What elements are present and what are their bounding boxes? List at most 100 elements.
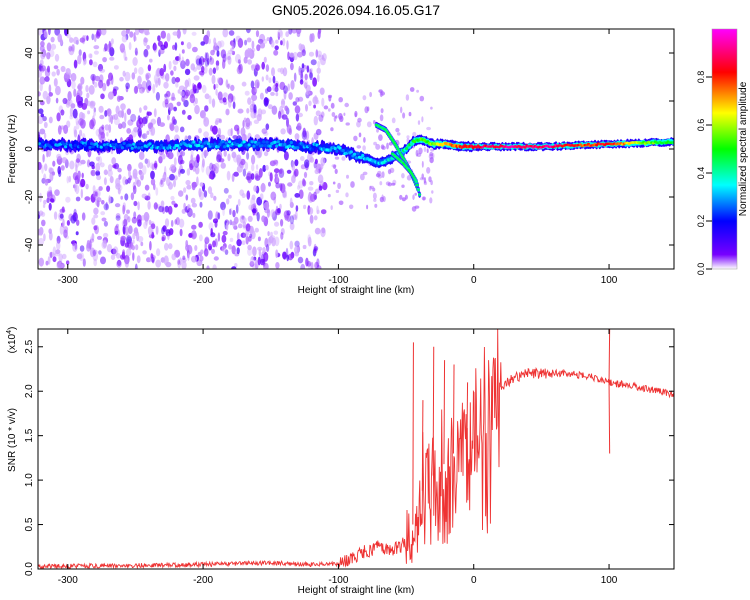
spectrogram-noise-dot bbox=[263, 39, 268, 44]
spectrogram-noise-dot bbox=[286, 210, 291, 216]
spectrogram-noise-dot bbox=[199, 201, 203, 208]
spectrogram-noise-dot bbox=[61, 157, 68, 164]
spectrogram-ridge-cell bbox=[197, 143, 201, 147]
spectrogram-noise-dot bbox=[166, 32, 171, 42]
spectrogram-noise-dot bbox=[290, 62, 294, 71]
spectrogram-track-cell bbox=[395, 146, 399, 149]
spectrogram-noise-dot bbox=[327, 193, 331, 198]
spectrogram-noise-dot bbox=[143, 48, 149, 58]
spectrogram-noise-dot bbox=[251, 154, 256, 165]
spectrogram-noise-dot bbox=[137, 201, 140, 211]
spectrogram-noise-dot bbox=[186, 168, 191, 176]
spectrogram-noise-dot bbox=[89, 101, 96, 109]
spectrogram-noise-dot bbox=[211, 98, 216, 108]
spectrogram-noise-dot bbox=[87, 110, 91, 115]
spectrogram-noise-dot bbox=[118, 174, 122, 180]
spectrogram-noise-dot bbox=[155, 187, 159, 196]
spectrogram-noise-dot bbox=[93, 81, 98, 88]
spectrogram-noise-dot bbox=[103, 220, 108, 227]
spectrogram-noise-dot bbox=[209, 55, 212, 62]
spectrogram-ridge-cell bbox=[216, 145, 220, 149]
spectrogram-noise-dot bbox=[141, 193, 147, 199]
spectrogram-ridge-cell bbox=[523, 146, 527, 149]
spectrogram-noise-dot bbox=[133, 227, 139, 234]
spectrogram-noise-dot bbox=[79, 245, 85, 252]
spectrogram-noise-dot bbox=[234, 124, 240, 132]
spectrogram-noise-dot bbox=[319, 180, 324, 186]
spectrogram-noise-dot bbox=[300, 70, 304, 79]
spectrogram-noise-dot bbox=[257, 236, 261, 242]
spectrogram-noise-dot bbox=[68, 175, 72, 183]
spectrogram-noise-dot bbox=[80, 178, 86, 188]
spectrogram-noise-dot bbox=[87, 100, 91, 107]
spectrogram-noise-dot bbox=[89, 161, 95, 167]
spectrogram-noise-dot bbox=[178, 218, 185, 228]
spectrogram-noise-dot bbox=[286, 254, 290, 262]
spectrogram-noise-dot bbox=[207, 186, 213, 195]
spectrogram-noise-dot bbox=[221, 246, 226, 253]
spectrogram-noise-dot bbox=[126, 235, 132, 245]
spectrogram-noise-dot bbox=[243, 56, 248, 64]
spectrogram-noise-dot bbox=[211, 74, 216, 85]
spectrogram-track-cell bbox=[415, 183, 419, 187]
spectrogram-noise-dot bbox=[178, 53, 181, 63]
spectrogram-noise-dot bbox=[125, 33, 129, 41]
spectrogram-noise-dot bbox=[375, 143, 381, 150]
spectrogram-ridge-cell bbox=[99, 145, 103, 149]
spectrogram-noise-dot bbox=[102, 239, 107, 248]
spectrogram-noise-dot bbox=[267, 231, 270, 237]
spectrogram-noise-dot bbox=[217, 127, 222, 137]
spectrogram-noise-dot bbox=[170, 195, 175, 201]
spectrogram-noise-dot bbox=[374, 203, 378, 208]
spectrogram-ridge-cell bbox=[247, 143, 251, 147]
spectrogram-noise-dot bbox=[52, 256, 57, 263]
spectrogram-noise-dot bbox=[102, 232, 109, 238]
spectrogram-noise-dot bbox=[41, 219, 46, 227]
spectrogram-ridge-cell bbox=[198, 140, 202, 144]
spectrogram-noise-dot bbox=[137, 75, 142, 85]
spectrogram-noise-dot bbox=[174, 175, 178, 181]
spectrogram-noise-dot bbox=[275, 249, 279, 258]
spectrogram-noise-dot bbox=[204, 93, 210, 100]
spectrogram-noise-dot bbox=[108, 115, 112, 123]
spectrogram-noise-dot bbox=[400, 106, 403, 114]
spectrogram-noise-dot bbox=[95, 31, 101, 39]
spectrogram-noise-dot bbox=[309, 181, 314, 186]
spectrogram-noise-dot bbox=[274, 45, 279, 51]
spectrogram-noise-dot bbox=[79, 129, 83, 137]
spectrogram-noise-dot bbox=[131, 216, 138, 224]
spectrogram-noise-dot bbox=[253, 119, 260, 125]
spectrogram-noise-dot bbox=[167, 232, 170, 241]
spectrogram-noise-dot bbox=[55, 97, 59, 104]
spectrogram-noise-dot bbox=[124, 242, 129, 248]
spectrogram-noise-dot bbox=[264, 237, 269, 248]
spectrogram-noise-dot bbox=[208, 67, 213, 76]
spectrogram-noise-dot bbox=[137, 127, 142, 137]
spectrogram-noise-dot bbox=[253, 256, 257, 261]
spectrogram-noise-dot bbox=[171, 116, 176, 125]
spectrogram-noise-dot bbox=[297, 180, 304, 189]
spectrogram-noise-dot bbox=[50, 198, 55, 203]
spectrogram-noise-dot bbox=[111, 157, 117, 165]
spectrogram-noise-dot bbox=[280, 40, 283, 46]
spectrogram-noise-dot bbox=[291, 175, 296, 184]
spectrogram-ridge-cell bbox=[177, 146, 181, 150]
spectrogram-noise-dot bbox=[341, 156, 346, 161]
spectrogram-noise-dot bbox=[279, 169, 283, 175]
spectrogram-noise-dot bbox=[47, 65, 50, 73]
spectrogram-noise-dot bbox=[59, 213, 64, 219]
spectrogram-ridge-cell bbox=[73, 143, 77, 147]
spectrogram-noise-dot bbox=[235, 53, 241, 64]
spectrogram-noise-dot bbox=[312, 96, 319, 105]
spectrogram-ridge-cell bbox=[226, 144, 230, 148]
spectrogram-noise-dot bbox=[307, 234, 312, 244]
spectrogram-noise-dot bbox=[130, 192, 135, 201]
spectrogram-noise-dot bbox=[142, 117, 148, 125]
spectrogram-noise-dot bbox=[139, 29, 145, 35]
spectrogram-noise-dot bbox=[94, 75, 101, 82]
spectrogram-noise-dot bbox=[282, 252, 287, 260]
spectrogram-noise-dot bbox=[146, 80, 152, 90]
spectrogram-noise-dot bbox=[232, 209, 236, 218]
spectrogram-noise-dot bbox=[295, 205, 299, 212]
spectrogram-noise-dot bbox=[185, 194, 189, 201]
